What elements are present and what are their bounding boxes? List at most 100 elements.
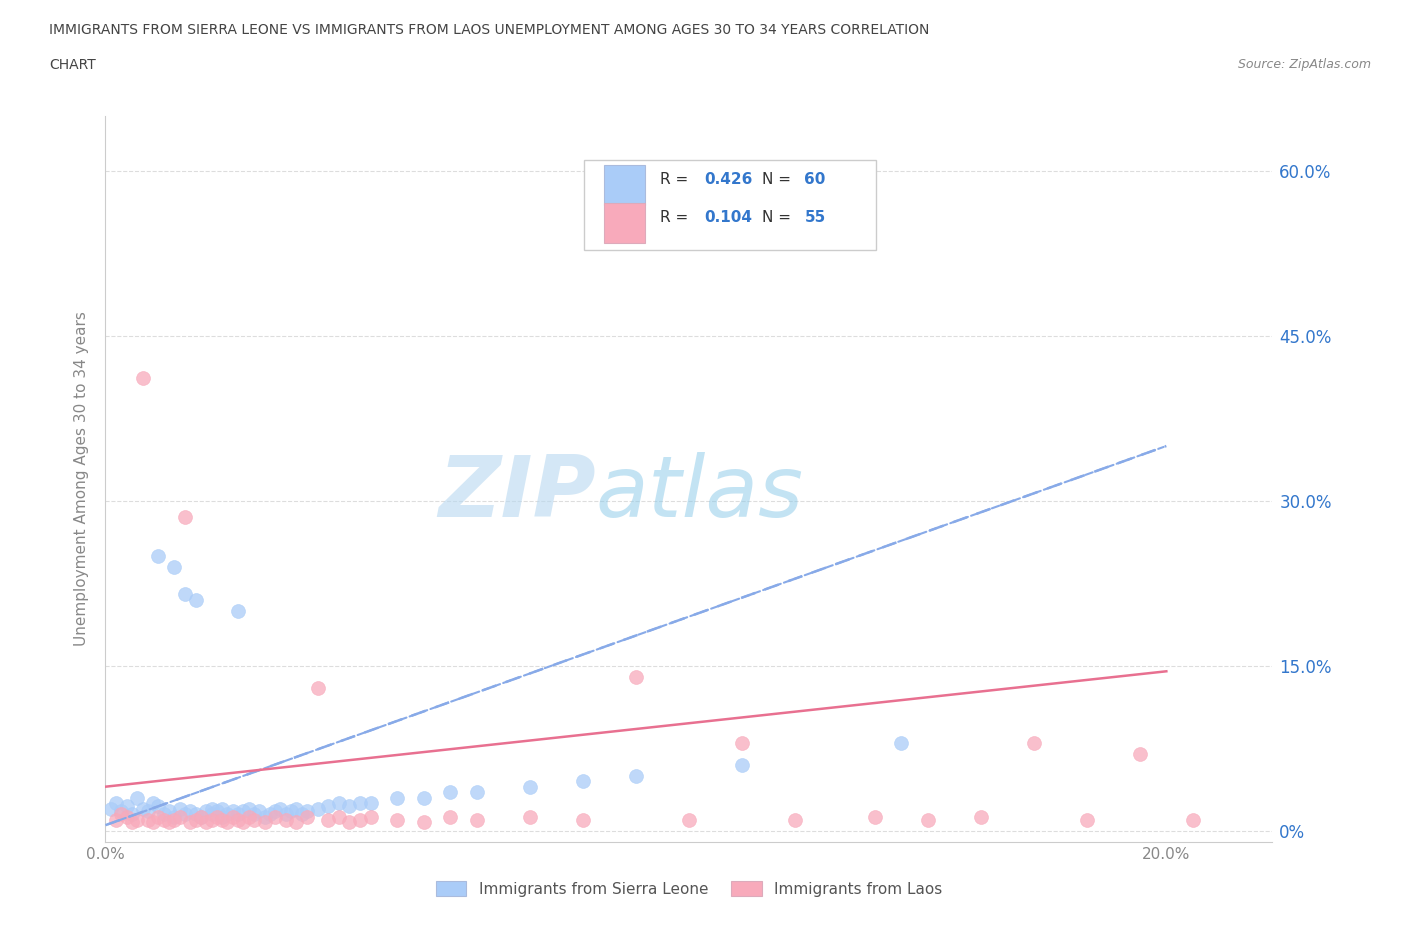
Point [247,804,270,818]
Point [890,736,912,751]
Point [731,736,754,751]
Point [232,804,254,818]
Point [153,812,174,827]
Point [205,804,228,818]
Text: N =: N = [762,172,796,187]
Point [360,810,382,825]
Point [280,804,302,818]
FancyBboxPatch shape [583,160,876,250]
Point [307,802,329,817]
Point [200,812,222,827]
Text: IMMIGRANTS FROM SIERRA LEONE VS IMMIGRANTS FROM LAOS UNEMPLOYMENT AMONG AGES 30 : IMMIGRANTS FROM SIERRA LEONE VS IMMIGRAN… [49,23,929,37]
Text: 0.426: 0.426 [704,172,752,187]
Point [465,812,488,827]
Point [211,802,233,817]
Y-axis label: Unemployment Among Ages 30 to 34 years: Unemployment Among Ages 30 to 34 years [75,312,90,646]
Point [678,812,700,827]
Point [264,804,287,818]
Point [226,604,249,618]
Point [385,812,409,827]
Point [200,802,222,817]
Point [349,796,371,811]
Point [412,815,434,830]
Point [572,812,595,827]
Point [328,810,350,825]
Point [131,370,153,385]
Point [190,810,212,825]
Text: N =: N = [762,210,796,225]
Point [195,804,218,818]
Point [232,815,254,830]
Point [179,804,201,818]
Point [285,815,308,830]
Point [572,774,595,789]
Point [253,815,276,830]
Text: atlas: atlas [596,452,804,535]
Text: CHART: CHART [49,58,96,72]
Point [339,815,361,830]
Point [148,810,170,825]
Point [169,810,191,825]
Point [157,804,180,818]
Point [179,815,201,830]
Text: R =: R = [659,210,693,225]
Point [465,785,488,800]
Point [222,810,245,825]
Point [238,810,260,825]
Point [519,810,541,825]
Point [153,806,174,821]
Point [339,799,361,814]
Point [295,804,318,818]
Point [783,812,806,827]
Point [222,804,245,818]
Point [1076,812,1098,827]
Point [121,815,143,830]
Point [259,806,281,821]
Text: R =: R = [659,172,693,187]
Point [439,810,461,825]
Point [328,796,350,811]
Point [307,681,329,696]
Point [519,779,541,794]
Point [1181,812,1204,827]
Text: 0.104: 0.104 [704,210,752,225]
Point [226,806,249,821]
Point [253,810,276,825]
Point [349,812,371,827]
Point [274,806,297,821]
Point [863,810,886,825]
Text: 55: 55 [804,210,825,225]
Point [174,510,197,525]
Point [148,549,170,564]
Point [295,810,318,825]
Text: Source: ZipAtlas.com: Source: ZipAtlas.com [1237,58,1371,71]
Point [136,812,159,827]
Point [285,802,308,817]
Point [184,812,207,827]
Point [163,560,186,575]
Point [211,812,233,827]
Point [316,812,339,827]
Text: ZIP: ZIP [437,452,596,535]
Legend: Immigrants from Sierra Leone, Immigrants from Laos: Immigrants from Sierra Leone, Immigrants… [430,875,948,903]
Point [115,810,138,825]
Point [360,796,382,811]
Point [970,810,993,825]
FancyBboxPatch shape [603,203,644,243]
Point [226,812,249,827]
Point [100,802,122,817]
Point [243,812,266,827]
Point [163,810,186,825]
Point [731,757,754,772]
Point [243,806,266,821]
Point [439,785,461,800]
Point [121,806,143,821]
Point [624,670,647,684]
Point [316,799,339,814]
Point [142,815,165,830]
Point [174,587,197,602]
Point [624,768,647,783]
Point [190,810,212,825]
Point [127,812,149,827]
Point [1022,736,1045,751]
